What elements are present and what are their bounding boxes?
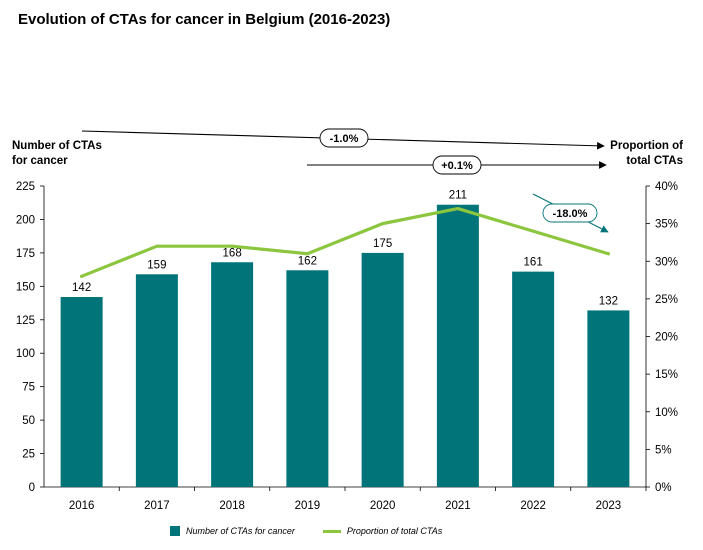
y-right-tick-label: 10%	[655, 407, 678, 419]
y-right-tick-label: 40%	[655, 181, 678, 193]
y-axis-right-title-line: total CTAs	[626, 155, 683, 167]
y-axis-left-title: Number of CTAs for cancer	[12, 139, 102, 169]
y-left-tick-label: 50	[22, 415, 35, 427]
bar-data-label: 142	[72, 282, 91, 294]
y-axis-right-title: Proportion of total CTAs	[610, 139, 683, 169]
x-tick-label: 2019	[295, 500, 321, 512]
y-right-tick-label: 15%	[655, 369, 678, 381]
trend-label-box-overall	[319, 128, 369, 148]
y-right-tick-label: 30%	[655, 256, 678, 268]
y-left-tick-label: 75	[22, 382, 35, 394]
legend-item-bars: Number of CTAs for cancer	[170, 526, 295, 536]
legend-swatch-bar	[170, 526, 180, 536]
proportion-line-point	[80, 274, 84, 278]
proportion-line-point	[305, 252, 309, 256]
y-left-tick-label: 125	[16, 315, 35, 327]
x-tick-label: 2017	[144, 500, 170, 512]
y-left-tick-label: 200	[16, 214, 35, 226]
legend-label-bars: Number of CTAs for cancer	[186, 526, 295, 536]
y-right-tick-label: 25%	[655, 294, 678, 306]
x-tick-label: 2022	[520, 500, 546, 512]
proportion-line-point	[456, 206, 460, 211]
trend-label-recent: +0.1%	[441, 160, 473, 172]
bar	[436, 204, 479, 487]
y-left-tick-label: 25	[22, 449, 35, 461]
bar-data-label: 211	[449, 190, 467, 202]
bar-data-label: 132	[599, 295, 618, 307]
legend: Number of CTAs for cancer Proportion of …	[170, 526, 470, 536]
y-axis-left-title-line: for cancer	[12, 155, 68, 167]
trend-label-last-year: -18.0%	[553, 208, 588, 220]
legend-swatch-line	[322, 529, 341, 533]
x-tick-label: 2016	[69, 500, 95, 512]
bar	[512, 271, 555, 487]
proportion-line-point	[531, 229, 535, 233]
proportion-line-point	[381, 222, 385, 226]
y-left-tick-label: 100	[16, 348, 35, 360]
y-left-tick-label: 225	[16, 181, 35, 193]
y-left-tick-label: 0	[29, 482, 35, 494]
x-tick-label: 2021	[445, 500, 471, 512]
bar	[361, 252, 404, 487]
bar	[211, 262, 254, 487]
y-right-tick-label: 20%	[655, 332, 678, 344]
y-axis-left-title-line: Number of CTAs	[12, 140, 102, 152]
y-axis-right-title-line: Proportion of	[610, 140, 683, 152]
bar-data-label: 162	[298, 255, 317, 267]
legend-label-line: Proportion of total CTAs	[346, 526, 443, 536]
proportion-line-point	[606, 252, 610, 256]
x-tick-label: 2023	[596, 500, 622, 512]
proportion-line-point	[230, 244, 234, 248]
chart-title: Evolution of CTAs for cancer in Belgium …	[18, 11, 391, 28]
proportion-line-series	[80, 206, 610, 278]
y-right-tick-label: 35%	[655, 219, 678, 231]
bar	[60, 297, 103, 487]
trend-label-overall: -1.0%	[330, 133, 359, 145]
trend-label-box-recent	[432, 155, 482, 175]
bar	[286, 270, 329, 487]
y-right-tick-label: 5%	[655, 444, 672, 456]
bar-data-label: 159	[147, 259, 166, 271]
x-tick-label: 2020	[370, 500, 396, 512]
bar-data-label: 161	[524, 257, 543, 269]
proportion-line-point	[155, 244, 159, 248]
y-right-tick-label: 0%	[655, 482, 672, 494]
y-left-tick-label: 175	[16, 248, 35, 260]
legend-item-line: Proportion of total CTAs	[322, 526, 443, 536]
trend-label-box-last-year	[542, 203, 598, 223]
x-tick-label: 2018	[219, 500, 245, 512]
bar	[135, 274, 178, 487]
bar-data-label: 175	[373, 238, 392, 250]
bar	[587, 310, 630, 487]
bar-data-label: 168	[223, 247, 242, 259]
y-left-tick-label: 150	[16, 281, 35, 293]
